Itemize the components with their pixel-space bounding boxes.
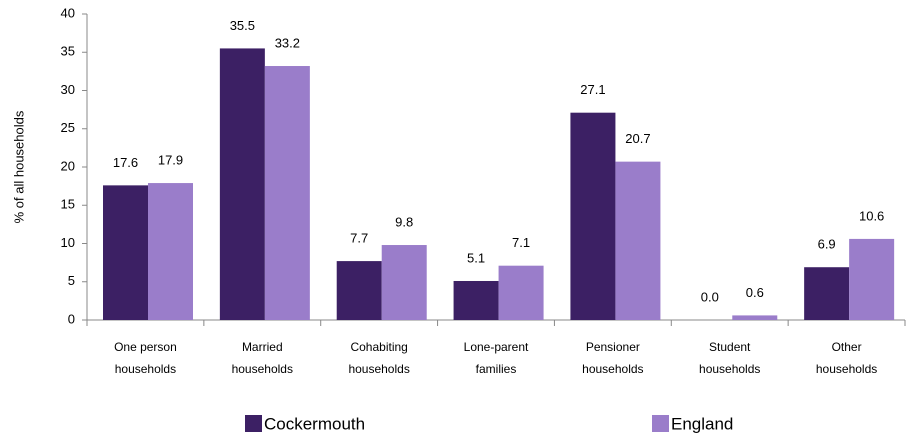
legend-swatch	[652, 415, 669, 432]
bar	[570, 112, 616, 320]
y-tick-label: 15	[61, 197, 75, 212]
x-tick-label: Married households	[232, 340, 293, 376]
y-tick-label: 20	[61, 158, 75, 173]
y-tick-label: 35	[61, 44, 75, 59]
data-label: 9.8	[395, 214, 413, 229]
x-tick-label-line: families	[476, 362, 517, 376]
data-label: 7.7	[350, 231, 368, 246]
x-tick-label: Pensioner households	[582, 340, 643, 376]
data-label: 33.2	[275, 35, 300, 50]
x-tick-label: Lone-parent families	[464, 340, 529, 376]
x-tick-label-line: households	[816, 362, 877, 376]
x-tick-label-line: Cohabiting	[350, 340, 407, 354]
x-tick-label-line: Lone-parent	[464, 340, 529, 354]
legend-label: Cockermouth	[264, 414, 365, 433]
data-label: 35.5	[230, 18, 255, 33]
bar	[148, 183, 193, 320]
bar	[336, 261, 382, 320]
bar	[615, 161, 661, 320]
data-label: 10.6	[859, 208, 884, 223]
x-tick-label-line: Other	[832, 340, 862, 354]
y-tick-label: 10	[61, 235, 75, 250]
data-label: 27.1	[580, 82, 605, 97]
data-label: 20.7	[625, 131, 650, 146]
x-tick-label: Cohabiting households	[348, 340, 409, 376]
data-label: 5.1	[467, 250, 485, 265]
legend-swatch	[245, 415, 262, 432]
x-tick-label: Other households	[816, 340, 877, 376]
x-tick-label-line: Student	[709, 340, 751, 354]
y-tick-label: 0	[68, 311, 75, 326]
data-label: 7.1	[512, 235, 530, 250]
x-tick-label-line: households	[232, 362, 293, 376]
y-tick-label: 25	[61, 120, 75, 135]
bar	[219, 48, 265, 321]
data-label: 6.9	[818, 237, 836, 252]
x-tick-label-line: Married	[242, 340, 283, 354]
y-tick-label: 40	[61, 5, 75, 20]
y-tick-label: 30	[61, 82, 75, 97]
x-tick-label-line: households	[115, 362, 176, 376]
x-tick-label-line: Pensioner	[586, 340, 640, 354]
data-label: 17.9	[158, 153, 183, 168]
bar	[849, 238, 895, 320]
x-tick-label: Student households	[699, 340, 760, 376]
y-axis-label: % of all households	[11, 110, 26, 223]
data-label: 0.0	[701, 289, 719, 304]
y-tick-label: 5	[68, 273, 75, 288]
bar	[732, 315, 778, 320]
bar	[804, 267, 850, 320]
x-tick-label-line: households	[348, 362, 409, 376]
x-tick-label-line: households	[699, 362, 760, 376]
x-tick-label-line: One person	[114, 340, 177, 354]
bar	[264, 66, 310, 321]
x-tick-label: One person households	[114, 340, 177, 376]
bar	[103, 185, 148, 320]
legend-label: England	[671, 414, 733, 433]
x-tick-label-line: households	[582, 362, 643, 376]
bar	[498, 265, 544, 320]
bar	[381, 245, 427, 320]
data-label: 17.6	[113, 155, 138, 170]
bar	[453, 280, 499, 320]
data-label: 0.6	[746, 285, 764, 300]
